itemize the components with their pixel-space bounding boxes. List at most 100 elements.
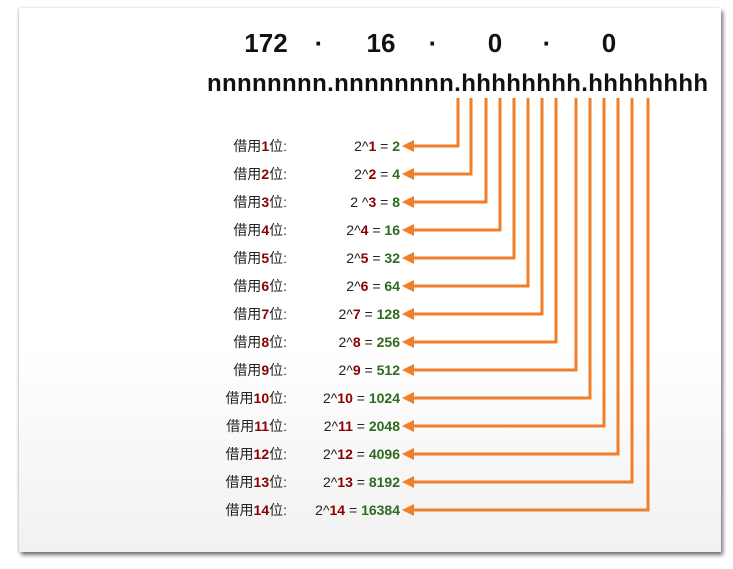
subnet-count: 32 (384, 250, 400, 266)
subnet-count: 4096 (368, 446, 400, 462)
power-expression: 2^1 = 2 (354, 138, 400, 154)
borrow-label: 借用14位: (226, 500, 287, 520)
equals-sign: = (368, 278, 385, 294)
subnet-count: 2 (392, 138, 400, 154)
borrow-arrow-line (412, 98, 592, 400)
label-suffix: 位: (269, 194, 287, 210)
power-base: 2^ (338, 306, 353, 322)
power-base: 2^ (338, 362, 353, 378)
label-prefix: 借用 (233, 166, 262, 182)
power-base: 2^ (322, 446, 338, 462)
arrow-head (402, 448, 414, 460)
borrow-arrow-line (412, 98, 516, 260)
borrow-label: 借用13位: (226, 472, 287, 492)
subnet-count: 16 (384, 222, 400, 238)
power-exponent: 3 (368, 194, 377, 210)
power-base: 2^ (315, 502, 330, 518)
borrowed-bits: 9 (261, 362, 270, 378)
label-prefix: 借用 (233, 194, 262, 210)
power-expression: 2^5 = 32 (346, 250, 400, 266)
borrowed-bits: 8 (261, 334, 270, 350)
equals-sign: = (368, 250, 385, 266)
subnet-count: 8192 (368, 474, 400, 490)
equals-sign: = (360, 306, 377, 322)
power-expression: 2^12 = 4096 (323, 446, 400, 462)
subnet-count: 16384 (361, 502, 400, 518)
borrow-arrow-line (412, 98, 620, 456)
equals-sign: = (352, 474, 369, 490)
power-base: 2^ (346, 222, 361, 238)
label-suffix: 位: (269, 278, 287, 294)
power-exponent: 6 (360, 278, 369, 294)
borrow-arrow-line (412, 98, 558, 344)
borrowed-bits: 5 (261, 250, 270, 266)
label-prefix: 借用 (225, 446, 254, 462)
label-suffix: 位: (269, 306, 287, 322)
equals-sign: = (376, 138, 393, 154)
label-suffix: 位: (269, 166, 287, 182)
borrow-label: 借用10位: (226, 388, 287, 408)
borrow-arrow-line (412, 98, 606, 428)
equals-sign: = (352, 418, 369, 434)
borrow-arrow-line (412, 98, 502, 232)
arrow-head (402, 280, 414, 292)
power-expression: 2^14 = 16384 (315, 502, 400, 518)
power-base: 2^ (322, 474, 338, 490)
subnet-count: 128 (376, 306, 400, 322)
borrowed-bits: 11 (254, 418, 270, 434)
subnet-count: 1024 (368, 390, 400, 406)
label-suffix: 位: (269, 502, 287, 518)
power-exponent: 7 (352, 306, 361, 322)
power-base: 2^ (323, 418, 339, 434)
power-exponent: 9 (352, 362, 361, 378)
borrowed-bits: 7 (261, 306, 270, 322)
equals-sign: = (352, 446, 369, 462)
arrow-head (402, 336, 414, 348)
subnet-count: 64 (384, 278, 400, 294)
label-prefix: 借用 (233, 250, 262, 266)
equals-sign: = (360, 362, 377, 378)
borrow-arrow-line (412, 98, 578, 372)
borrow-arrow-line (412, 98, 530, 288)
arrow-head (402, 364, 414, 376)
power-base: 2 ^ (350, 194, 369, 210)
power-base: 2^ (346, 250, 361, 266)
arrow-head (402, 224, 414, 236)
power-expression: 2^8 = 256 (339, 334, 400, 350)
label-prefix: 借用 (233, 306, 262, 322)
label-prefix: 借用 (233, 222, 262, 238)
borrow-label: 借用7位: (233, 304, 287, 324)
label-suffix: 位: (269, 138, 287, 154)
subnet-count: 8 (392, 194, 400, 210)
label-prefix: 借用 (233, 278, 262, 294)
power-expression: 2^11 = 2048 (324, 418, 400, 434)
label-prefix: 借用 (225, 474, 254, 490)
arrow-head (402, 168, 414, 180)
borrow-label: 借用2位: (233, 164, 287, 184)
borrowed-bits: 1 (261, 138, 270, 154)
arrow-head (402, 504, 414, 516)
label-prefix: 借用 (226, 418, 255, 434)
equals-sign: = (352, 390, 369, 406)
borrowed-bits: 4 (261, 222, 270, 238)
label-suffix: 位: (269, 474, 287, 490)
power-exponent: 8 (352, 334, 361, 350)
octet-separator: · (542, 28, 552, 58)
power-exponent: 12 (337, 446, 353, 462)
borrowed-bits: 10 (253, 390, 270, 406)
power-expression: 2^2 = 4 (354, 166, 400, 182)
arrow-head (402, 420, 414, 432)
power-expression: 2 ^3 = 8 (350, 194, 400, 210)
borrow-arrow-line (412, 98, 650, 512)
equals-sign: = (376, 194, 393, 210)
power-expression: 2^4 = 16 (346, 222, 400, 238)
borrow-label: 借用12位: (226, 444, 287, 464)
power-exponent: 2 (368, 166, 377, 182)
label-suffix: 位: (269, 334, 287, 350)
octet-separator: · (314, 28, 324, 58)
borrow-label: 借用5位: (233, 248, 287, 268)
octet-2: 16 (366, 28, 396, 58)
arrow-head (402, 308, 414, 320)
borrow-arrow-line (412, 98, 460, 148)
